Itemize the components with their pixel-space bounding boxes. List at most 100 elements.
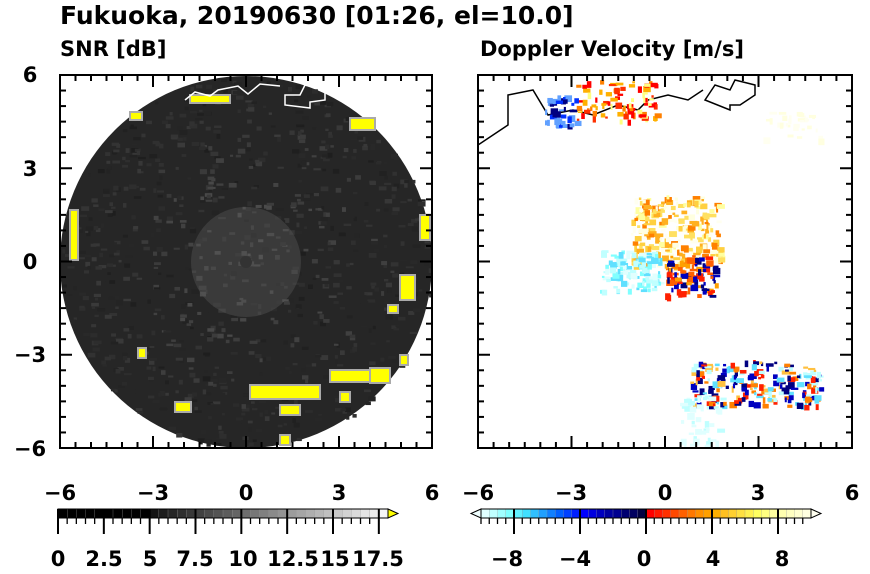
colorbar-bin <box>342 508 352 519</box>
velocity-cell <box>646 255 654 259</box>
snr-cell <box>179 220 187 223</box>
snr-cell <box>417 201 426 207</box>
velocity-cell <box>641 216 650 222</box>
snr-cell <box>157 194 163 198</box>
snr-cell <box>171 137 179 140</box>
velocity-cell <box>659 238 663 241</box>
snr-cell <box>117 366 124 371</box>
snr-cell <box>319 314 324 320</box>
velocity-cell <box>617 261 622 268</box>
snr-cell <box>334 408 343 412</box>
velocity-cell <box>568 115 576 123</box>
velocity-cell <box>785 369 789 372</box>
snr-cell <box>325 212 330 217</box>
snr-cell <box>360 325 368 328</box>
colorbar-bin <box>546 508 556 519</box>
snr-cell <box>210 169 215 174</box>
velocity-cell <box>740 369 747 374</box>
velocity-cell <box>679 260 684 268</box>
snr-cell <box>322 154 328 158</box>
snr-cell <box>230 314 237 319</box>
velocity-cell <box>723 363 727 367</box>
velocity-cell <box>701 218 704 225</box>
snr-cell <box>338 232 346 237</box>
velocity-cell <box>576 84 582 88</box>
snr-cell <box>333 273 342 278</box>
snr-cell <box>113 185 119 191</box>
snr-cell <box>211 333 218 338</box>
snr-cell <box>384 175 389 180</box>
snr-cell <box>247 119 252 124</box>
velocity-cell <box>680 273 688 279</box>
velocity-cell <box>605 268 610 275</box>
snr-cell <box>242 393 250 397</box>
velocity-cell <box>690 383 698 390</box>
velocity-cell <box>619 266 623 271</box>
velocity-cell <box>636 287 640 291</box>
snr-cell <box>228 261 232 265</box>
doppler-colorbar <box>469 508 823 534</box>
snr-cell <box>190 326 194 330</box>
snr-cell <box>111 206 116 209</box>
colorbar-bin <box>76 508 86 519</box>
colorbar-tick-label: 0 <box>637 547 652 570</box>
snr-cell <box>107 165 112 170</box>
snr-cell <box>393 157 400 160</box>
velocity-cell <box>626 265 632 270</box>
snr-cell <box>152 140 160 145</box>
snr-cell <box>165 116 174 120</box>
velocity-cell <box>804 396 811 403</box>
snr-cell <box>153 215 159 221</box>
snr-cell <box>214 125 222 129</box>
velocity-cell <box>619 119 623 125</box>
velocity-cell <box>697 285 703 289</box>
velocity-cell <box>576 118 580 122</box>
velocity-cell <box>751 390 757 394</box>
snr-cell <box>330 225 334 231</box>
velocity-cell <box>592 110 598 117</box>
velocity-cell <box>632 226 636 233</box>
velocity-cell <box>796 375 801 379</box>
snr-cell <box>301 346 309 350</box>
velocity-cell <box>688 271 695 277</box>
snr-cell <box>193 378 200 383</box>
snr-cell <box>109 202 114 207</box>
colorbar-extend-arrow-max <box>810 508 823 519</box>
snr-panel-title: SNR [dB] <box>60 37 166 61</box>
snr-cell <box>291 269 298 275</box>
velocity-cell <box>552 98 560 105</box>
velocity-cell <box>744 360 749 368</box>
velocity-cell <box>814 395 822 401</box>
snr-cell <box>200 196 205 201</box>
velocity-cell <box>687 413 695 420</box>
velocity-cell <box>639 271 644 277</box>
snr-cell <box>311 363 317 367</box>
velocity-cell <box>627 109 635 115</box>
snr-cell <box>86 231 91 237</box>
snr-cell <box>135 408 143 411</box>
snr-cell <box>166 274 174 278</box>
snr-cell <box>315 354 322 358</box>
velocity-cell <box>753 402 761 409</box>
snr-cell <box>343 223 352 227</box>
snr-cell <box>404 179 410 184</box>
snr-cell <box>122 234 128 238</box>
snr-cell <box>352 191 358 195</box>
snr-cell <box>288 371 292 374</box>
velocity-cell <box>818 138 825 146</box>
snr-cell <box>78 227 82 230</box>
snr-cell <box>275 236 281 239</box>
snr-cell <box>280 282 285 287</box>
colorbar-tick-label: 8 <box>775 547 790 570</box>
velocity-cell <box>744 389 749 396</box>
high-snr-echo <box>349 117 376 131</box>
snr-cell <box>411 218 418 223</box>
velocity-cell <box>547 119 550 126</box>
snr-cell <box>317 207 323 211</box>
velocity-cell <box>741 387 747 392</box>
velocity-cell <box>617 274 624 282</box>
snr-cell <box>173 247 180 250</box>
snr-cell <box>349 262 354 266</box>
doppler-colorbar-labels: −8 −4 0 4 8 <box>491 547 790 571</box>
snr-cell <box>388 292 396 298</box>
